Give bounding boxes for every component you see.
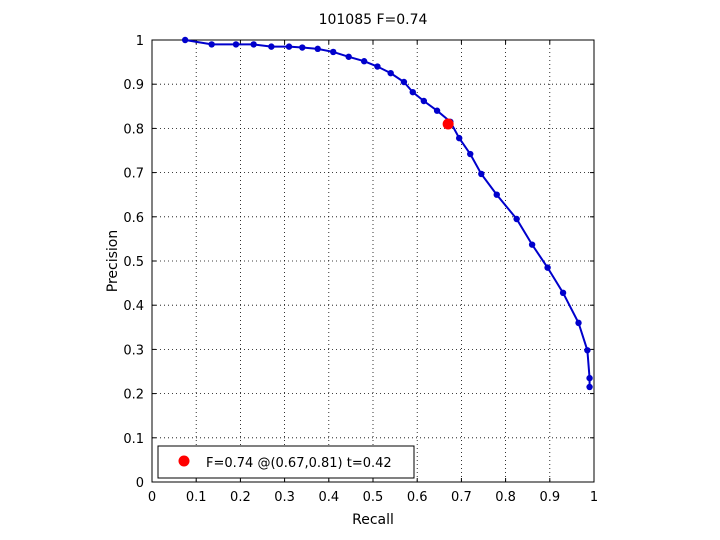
pr-curve-point [528,241,536,248]
pr-curve-point [478,170,485,178]
y-tick-label: 0.7 [123,167,144,182]
pr-curve-point [387,69,394,77]
pr-curve-point [493,191,500,198]
pr-curve-point [513,215,520,223]
x-tick-label: 0 [148,490,156,505]
x-tick-label: 0.1 [186,490,207,505]
y-tick-label: 0.5 [123,255,144,270]
y-tick-label: 0 [136,476,144,491]
pr-curve-point [232,41,240,48]
pr-curve-point [586,374,593,382]
x-tick-label: 0.8 [495,490,516,505]
pr-curve-point [374,63,381,70]
legend-marker [178,455,190,467]
pr-curve-point [433,107,441,114]
legend-box [157,445,415,479]
pr-curve-point [250,41,257,48]
y-tick-label: 0.4 [123,299,144,314]
y-tick-label: 0.3 [123,343,144,358]
x-tick-label: 0.6 [407,490,428,505]
pr-curve-point [268,43,275,50]
pr-curve-point [584,347,591,354]
y-tick-label: 1 [136,34,144,49]
pr-curve-point [314,45,321,53]
axis-ticks: 0 0.1 0.2 0.3 0.4 0.5 0.6 0.7 0.8 0.9 1 0 0.1 0.2 0.3 0… [123,34,598,505]
grid-lines [152,40,594,482]
x-tick-label: 0.7 [451,490,472,505]
x-tick-label: 0.9 [539,490,560,505]
legend-label: F=0.74 @(0.67,0.81) t=0.42 [206,456,392,471]
pr-curve-line [184,39,591,387]
x-tick-label: 1 [590,490,598,505]
pr-curve-point [409,88,416,96]
y-tick-label: 0.9 [123,78,144,93]
series-layer [181,36,593,391]
x-tick-label: 0.3 [274,490,295,505]
x-tick-label: 0.4 [318,490,339,505]
y-tick-label: 0.6 [123,211,144,226]
x-tick-label: 0.2 [230,490,251,505]
pr-curve-point [345,53,352,60]
pr-curve-point [400,78,408,86]
best-f-point [442,118,454,130]
pr-curve-point [330,48,337,56]
y-tick-label: 0.2 [123,388,144,403]
y-axis-title: Precision [105,230,121,292]
pr-curve-point [360,58,368,65]
x-tick-label: 0.5 [363,490,384,505]
pr-curve-point [544,264,551,271]
pr-curve-point [208,41,215,48]
x-axis-title: Recall [352,512,394,528]
chart-title: 101085 F=0.74 [319,12,428,28]
y-tick-label: 0.8 [123,122,144,137]
pr-curve-point [181,36,189,44]
pr-curve-point [575,319,582,327]
pr-curve-point [420,97,428,105]
pr-curve-point [586,383,593,391]
pr-curve-point [455,134,463,142]
pr-curve-point [467,150,474,158]
pr-curve-point [559,289,567,297]
legend: F=0.74 @(0.67,0.81) t=0.42 [157,445,415,479]
pr-curve-point [285,43,293,50]
pr-curve-point [299,44,306,51]
y-tick-label: 0.1 [123,432,144,447]
